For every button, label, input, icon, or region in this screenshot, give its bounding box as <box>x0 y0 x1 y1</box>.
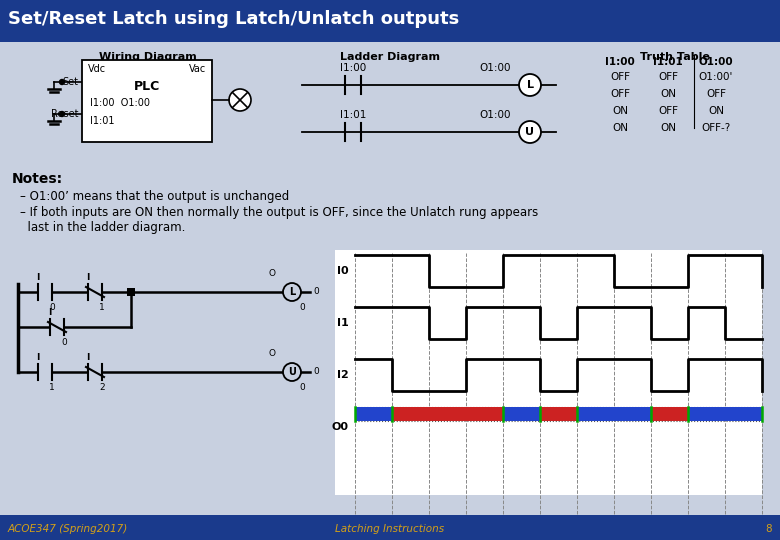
Text: ON: ON <box>612 123 628 133</box>
Text: I1:01: I1:01 <box>90 116 115 126</box>
Text: 8: 8 <box>765 524 772 534</box>
Text: PLC: PLC <box>134 80 160 93</box>
Text: OFF: OFF <box>610 89 630 99</box>
Bar <box>355 407 392 421</box>
Text: last in the ladder diagram.: last in the ladder diagram. <box>20 221 186 234</box>
Circle shape <box>229 89 251 111</box>
Circle shape <box>59 111 65 117</box>
Circle shape <box>59 79 65 84</box>
Text: 1: 1 <box>99 303 105 312</box>
Text: ON: ON <box>708 106 724 116</box>
Bar <box>503 407 540 421</box>
Text: ON: ON <box>612 106 628 116</box>
Text: I1:00: I1:00 <box>340 63 366 73</box>
Text: I: I <box>37 273 40 282</box>
Text: OFF: OFF <box>658 72 678 82</box>
Text: 1: 1 <box>49 383 55 392</box>
Text: – O1:00’ means that the output is unchanged: – O1:00’ means that the output is unchan… <box>20 190 289 203</box>
Text: I: I <box>48 308 51 317</box>
Bar <box>651 407 688 421</box>
Text: I1:01: I1:01 <box>340 110 366 120</box>
Bar <box>688 407 762 421</box>
Text: 0: 0 <box>61 338 67 347</box>
Text: ON: ON <box>660 123 676 133</box>
Bar <box>0 515 780 518</box>
Text: Set/Reset Latch using Latch/Unlatch outputs: Set/Reset Latch using Latch/Unlatch outp… <box>8 10 459 28</box>
Bar <box>540 407 577 421</box>
Text: Latching Instructions: Latching Instructions <box>335 524 445 534</box>
Text: 2: 2 <box>99 383 105 392</box>
Text: OFF: OFF <box>706 89 726 99</box>
Circle shape <box>519 121 541 143</box>
Text: O1:00': O1:00' <box>699 72 733 82</box>
Text: O1:00: O1:00 <box>479 110 511 120</box>
Circle shape <box>283 283 301 301</box>
Text: O: O <box>268 269 275 278</box>
Text: – If both inputs are ON then normally the output is OFF, since the Unlatch rung : – If both inputs are ON then normally th… <box>20 206 538 219</box>
Text: I: I <box>87 273 90 282</box>
Text: OFF-?: OFF-? <box>701 123 731 133</box>
Text: 0: 0 <box>299 303 305 312</box>
Text: O1:00: O1:00 <box>699 57 733 67</box>
Text: 0: 0 <box>313 368 319 376</box>
Text: I1:01: I1:01 <box>653 57 682 67</box>
Text: Vdc: Vdc <box>88 64 106 74</box>
Text: O0: O0 <box>332 422 349 432</box>
Bar <box>0 0 780 38</box>
Text: Notes:: Notes: <box>12 172 63 186</box>
Text: Truth Table: Truth Table <box>640 52 710 62</box>
Text: ACOE347 (Spring2017): ACOE347 (Spring2017) <box>8 524 128 534</box>
Text: L: L <box>526 80 534 90</box>
Text: O: O <box>268 349 275 358</box>
Text: OFF: OFF <box>658 106 678 116</box>
Bar <box>335 250 762 495</box>
Bar <box>0 518 780 540</box>
Text: Vac: Vac <box>189 64 206 74</box>
Text: I: I <box>87 353 90 362</box>
Text: OFF: OFF <box>610 72 630 82</box>
Bar <box>577 407 651 421</box>
Text: O1:00: O1:00 <box>479 63 511 73</box>
Bar <box>127 288 135 296</box>
Circle shape <box>519 74 541 96</box>
Text: ON: ON <box>660 89 676 99</box>
Circle shape <box>283 363 301 381</box>
Text: I: I <box>37 353 40 362</box>
Text: I1: I1 <box>337 318 349 328</box>
Text: 0: 0 <box>313 287 319 296</box>
Text: Wiring Diagram: Wiring Diagram <box>99 52 197 62</box>
Text: I1:00: I1:00 <box>605 57 635 67</box>
Text: I1:00  O1:00: I1:00 O1:00 <box>90 98 150 108</box>
Text: 0: 0 <box>299 383 305 392</box>
Text: Ladder Diagram: Ladder Diagram <box>340 52 440 62</box>
Text: U: U <box>288 367 296 377</box>
Bar <box>0 38 780 42</box>
Text: L: L <box>289 287 295 297</box>
Text: I0: I0 <box>338 266 349 276</box>
Text: I2: I2 <box>337 370 349 380</box>
Bar <box>82 60 212 142</box>
Bar <box>392 407 503 421</box>
Text: Reset: Reset <box>51 109 78 119</box>
Text: Set: Set <box>62 77 78 87</box>
Text: 0: 0 <box>49 303 55 312</box>
Text: U: U <box>526 127 534 137</box>
